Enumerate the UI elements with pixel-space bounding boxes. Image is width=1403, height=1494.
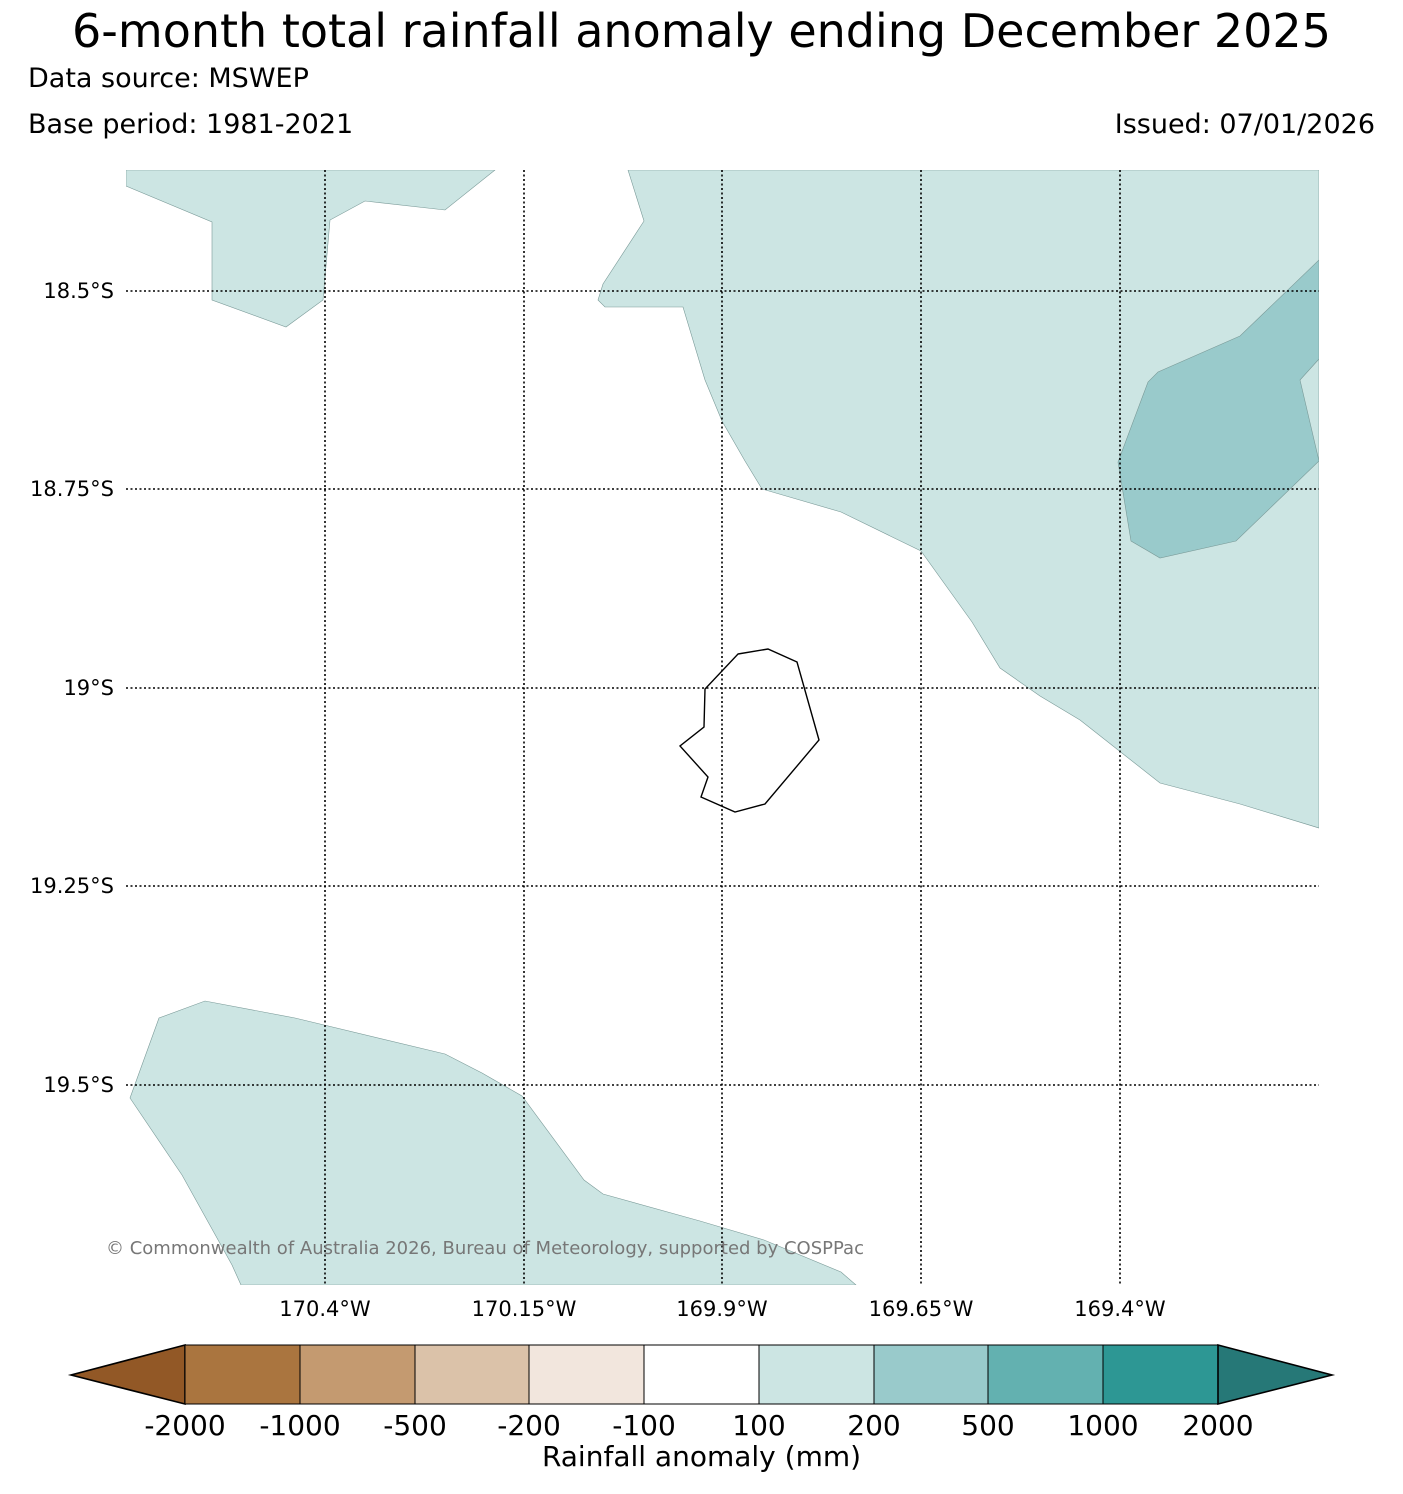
lon-label-170-15w: 170.15°W xyxy=(471,1297,577,1321)
lat-label-19-5s: 19.5°S xyxy=(43,1073,114,1097)
colorbar-tick-label: -100 xyxy=(612,1409,676,1442)
colorbar-tick-label: 1000 xyxy=(1067,1409,1139,1442)
colorbar-tick-label: -500 xyxy=(383,1409,447,1442)
colorbar-tick-label: 2000 xyxy=(1182,1409,1254,1442)
colorbar-segment--500--200 xyxy=(414,1344,530,1405)
lon-label-170-4w: 170.4°W xyxy=(279,1297,371,1321)
colorbar-tick-label: 200 xyxy=(847,1409,901,1442)
anomaly-region-100-200-south xyxy=(129,1000,857,1285)
lon-label-169-4w: 169.4°W xyxy=(1074,1297,1166,1321)
lat-label-19s: 19°S xyxy=(63,676,114,700)
anomaly-region-200-500-east xyxy=(1117,259,1319,559)
map-title: 6-month total rainfall anomaly ending De… xyxy=(72,4,1331,58)
copyright-notice: © Commonwealth of Australia 2026, Bureau… xyxy=(106,1238,864,1259)
colorbar-tick-label: -1000 xyxy=(259,1409,341,1442)
data-source: Data source: MSWEP xyxy=(28,63,309,94)
colorbar-tick-label: 500 xyxy=(961,1409,1015,1442)
colorbar-segment--1000--500 xyxy=(299,1344,416,1405)
colorbar-extend-low xyxy=(67,1343,186,1406)
lat-label-19-25s: 19.25°S xyxy=(30,874,114,898)
colorbar xyxy=(67,1343,1336,1406)
colorbar-segment--200--100 xyxy=(528,1344,645,1405)
colorbar-segment--100-100 xyxy=(643,1344,760,1405)
anomaly-region-100-200-northwest xyxy=(126,170,496,328)
colorbar-extend-high xyxy=(1217,1343,1336,1406)
issued-date: Issued: 07/01/2026 xyxy=(1114,109,1375,140)
lon-label-169-65w: 169.65°W xyxy=(868,1297,974,1321)
colorbar-segment-200-500 xyxy=(873,1344,989,1405)
longitude-gridlines xyxy=(324,170,1121,1285)
anomaly-region-100-200-northeast xyxy=(597,170,1319,829)
colorbar-segment--2000--1000 xyxy=(184,1344,301,1405)
colorbar-tick-label: -2000 xyxy=(144,1409,226,1442)
island-coastline-niue xyxy=(678,648,820,813)
colorbar-tick-label: -200 xyxy=(497,1409,561,1442)
colorbar-title: Rainfall anomaly (mm) xyxy=(541,1440,862,1473)
lat-label-18-75s: 18.75°S xyxy=(30,477,114,501)
base-period: Base period: 1981-2021 xyxy=(28,109,354,140)
colorbar-segment-100-200 xyxy=(758,1344,875,1405)
colorbar-segment-500-1000 xyxy=(987,1344,1104,1405)
lat-label-18-5s: 18.5°S xyxy=(43,279,114,303)
lon-label-169-9w: 169.9°W xyxy=(676,1297,768,1321)
colorbar-tick-label: 100 xyxy=(732,1409,786,1442)
colorbar-segment-1000-2000 xyxy=(1102,1344,1219,1405)
